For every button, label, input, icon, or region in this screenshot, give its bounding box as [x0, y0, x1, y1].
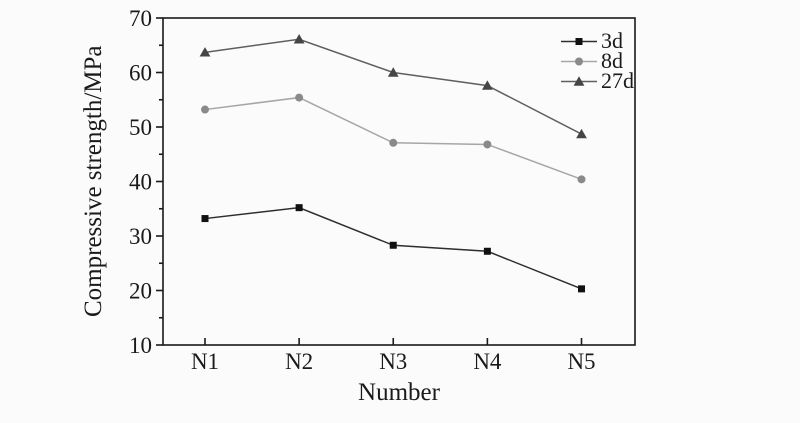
x-tick-label: N5 [567, 349, 595, 374]
data-point-27d-N5 [576, 128, 587, 139]
x-tick-label: N4 [473, 349, 502, 374]
data-point-27d-N1 [199, 47, 211, 57]
y-tick-label: 70 [129, 6, 152, 31]
legend-label-27d: 27d [601, 68, 634, 93]
data-point-3d-N2 [295, 204, 303, 212]
legend-marker-8d [561, 57, 597, 66]
series-line-8d [204, 96, 582, 181]
legend-marker-glyph-3d [575, 38, 583, 45]
legend-item-8d: 8d [560, 48, 634, 73]
legend-label-8d: 8d [601, 48, 623, 73]
series-3d [201, 204, 585, 293]
data-point-8d-N5 [577, 175, 586, 184]
data-point-3d-N1 [201, 215, 209, 223]
series-line-27d [204, 38, 582, 135]
legend: 3d 8d 27d [560, 28, 634, 93]
x-axis-title: Number [358, 379, 440, 406]
data-point-3d-N5 [578, 285, 585, 293]
data-point-8d-N1 [201, 105, 209, 114]
x-axis: N1 N2 N3 N4 N5 [191, 338, 596, 374]
y-tick-label: 60 [129, 61, 152, 86]
data-point-27d-N4 [481, 80, 493, 90]
legend-marker-glyph-27d [573, 76, 585, 86]
legend-label-3d: 3d [601, 28, 623, 53]
series-27d [199, 34, 587, 139]
legend-marker-3d [561, 38, 597, 45]
data-point-8d-N4 [483, 140, 492, 149]
data-point-3d-N3 [389, 241, 397, 249]
data-point-8d-N2 [295, 93, 304, 102]
data-point-3d-N4 [483, 247, 491, 255]
data-point-27d-N3 [387, 67, 399, 77]
y-tick-label: 40 [129, 170, 152, 195]
legend-item-27d: 27d [560, 68, 634, 93]
y-axis: 10 20 30 40 50 60 70 [129, 6, 163, 358]
data-point-27d-N2 [293, 34, 305, 44]
x-tick-label: N3 [379, 349, 407, 374]
data-point-8d-N3 [389, 138, 398, 147]
y-axis-title: Compressive strength/MPa [80, 45, 107, 318]
legend-marker-glyph-8d [575, 57, 583, 66]
y-tick-label: 10 [129, 333, 152, 358]
series-8d [201, 93, 586, 184]
x-tick-label: N2 [285, 349, 313, 374]
y-tick-label: 20 [129, 279, 152, 304]
y-tick-label: 30 [129, 224, 152, 249]
y-tick-label: 50 [129, 115, 152, 140]
x-tick-label: N1 [191, 349, 219, 374]
legend-marker-27d [561, 76, 597, 86]
legend-item-3d: 3d [560, 28, 634, 53]
